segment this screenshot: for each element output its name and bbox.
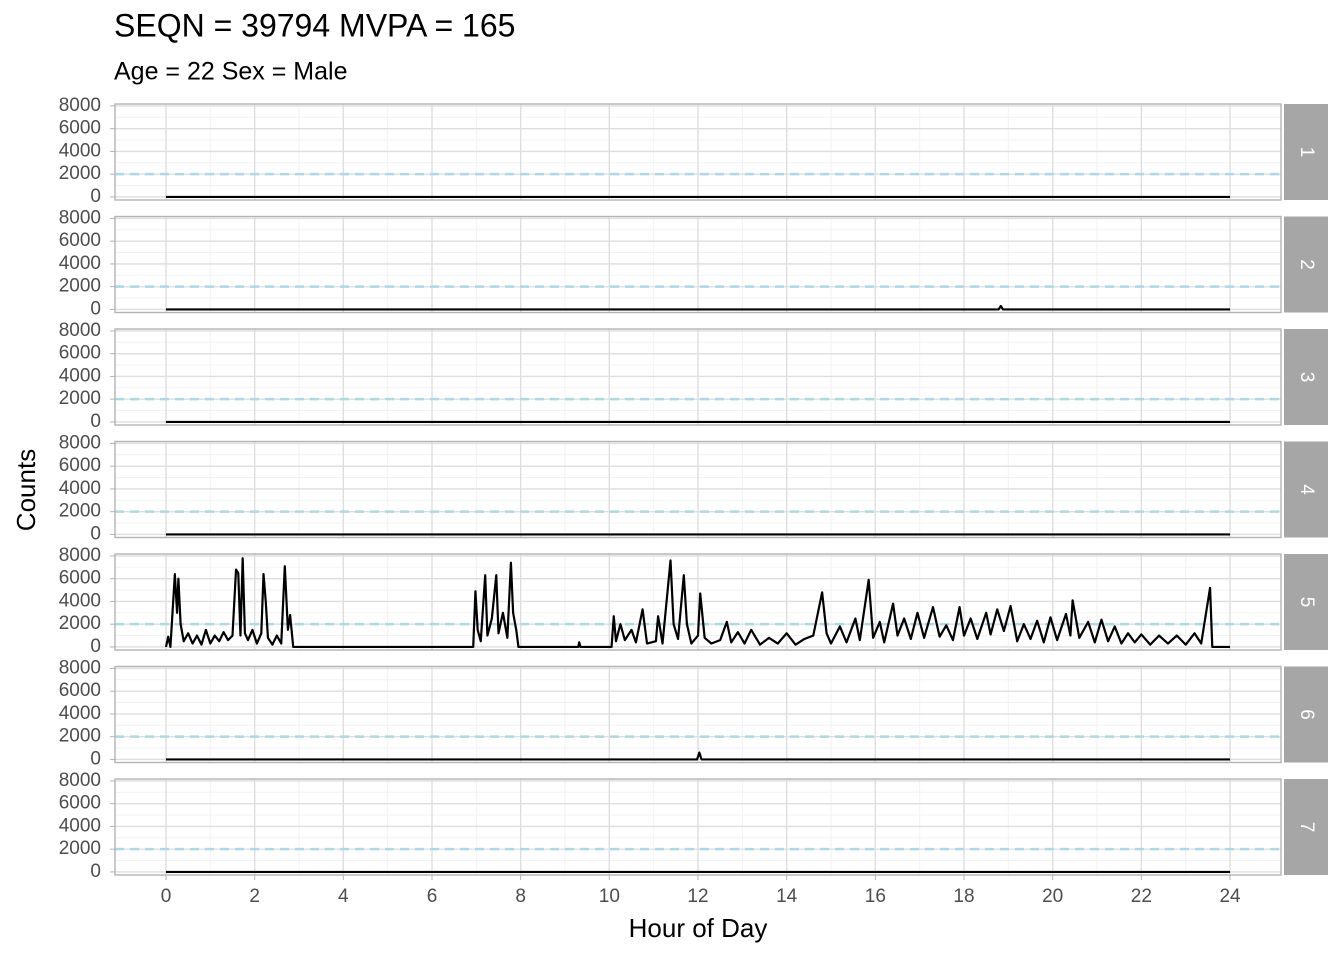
facet-strip bbox=[1284, 104, 1328, 200]
facet-strip bbox=[1284, 554, 1328, 650]
panel-border bbox=[114, 553, 1282, 651]
panel-border bbox=[114, 215, 1282, 314]
facet-label: 3 bbox=[1296, 372, 1317, 383]
x-tick-label: 14 bbox=[776, 886, 798, 907]
y-tick-label: 0 bbox=[90, 861, 101, 882]
y-tick-label: 6000 bbox=[59, 793, 101, 814]
y-tick-label: 0 bbox=[90, 748, 101, 769]
y-tick-label: 2000 bbox=[59, 726, 101, 747]
x-tick-label: 22 bbox=[1131, 886, 1152, 907]
x-tick-label: 0 bbox=[161, 886, 172, 907]
y-tick-label: 2000 bbox=[59, 163, 101, 184]
y-tick-label: 2000 bbox=[59, 613, 101, 634]
x-axis-label: Hour of Day bbox=[629, 913, 768, 943]
y-tick-label: 8000 bbox=[59, 95, 101, 116]
y-tick-label: 8000 bbox=[59, 207, 101, 228]
y-tick-label: 6000 bbox=[59, 118, 101, 139]
y-tick-label: 2000 bbox=[59, 388, 101, 409]
y-tick-label: 6000 bbox=[59, 680, 101, 701]
panel-border bbox=[114, 440, 1282, 539]
y-tick-label: 4000 bbox=[59, 815, 101, 836]
y-tick-label: 8000 bbox=[59, 545, 101, 566]
facet-label: 5 bbox=[1296, 597, 1317, 608]
panel-border bbox=[114, 328, 1282, 426]
facet-strip bbox=[1284, 666, 1328, 763]
x-tick-label: 24 bbox=[1219, 886, 1241, 907]
x-tick-label: 18 bbox=[953, 886, 974, 907]
facet-strip bbox=[1284, 779, 1328, 875]
x-tick-label: 10 bbox=[599, 886, 620, 907]
y-tick-label: 8000 bbox=[59, 657, 101, 678]
facet-strip bbox=[1284, 216, 1328, 313]
facet-label: 6 bbox=[1296, 709, 1317, 720]
chart-title: SEQN = 39794 MVPA = 165 bbox=[114, 7, 515, 43]
y-tick-label: 4000 bbox=[59, 140, 101, 161]
y-tick-label: 8000 bbox=[59, 770, 101, 791]
y-tick-label: 6000 bbox=[59, 455, 101, 476]
facet-label: 4 bbox=[1296, 484, 1317, 495]
y-axis-label: Counts bbox=[11, 449, 41, 531]
y-tick-label: 2000 bbox=[59, 501, 101, 522]
y-tick-label: 4000 bbox=[59, 590, 101, 611]
panel-border bbox=[114, 103, 1282, 201]
facet-strip bbox=[1284, 329, 1328, 425]
x-tick-label: 8 bbox=[515, 886, 526, 907]
y-tick-label: 4000 bbox=[59, 478, 101, 499]
y-tick-label: 4000 bbox=[59, 365, 101, 386]
x-tick-label: 16 bbox=[865, 886, 886, 907]
facet-strip bbox=[1284, 441, 1328, 538]
data-line bbox=[164, 557, 1231, 649]
y-tick-label: 0 bbox=[90, 298, 101, 319]
y-tick-label: 4000 bbox=[59, 253, 101, 274]
x-tick-label: 4 bbox=[338, 886, 349, 907]
y-tick-label: 8000 bbox=[59, 320, 101, 341]
panel-border bbox=[114, 665, 1282, 764]
data-line bbox=[165, 304, 1231, 311]
y-tick-label: 2000 bbox=[59, 276, 101, 297]
x-tick-label: 20 bbox=[1042, 886, 1063, 907]
y-tick-label: 0 bbox=[90, 636, 101, 657]
y-tick-label: 0 bbox=[90, 523, 101, 544]
y-tick-label: 4000 bbox=[59, 703, 101, 724]
y-tick-label: 0 bbox=[90, 186, 101, 207]
x-tick-label: 6 bbox=[427, 886, 438, 907]
x-tick-label: 2 bbox=[249, 886, 260, 907]
y-tick-label: 6000 bbox=[59, 343, 101, 364]
chart-subtitle: Age = 22 Sex = Male bbox=[114, 58, 347, 86]
y-tick-label: 6000 bbox=[59, 230, 101, 251]
data-line bbox=[165, 751, 1231, 761]
facet-label: 7 bbox=[1296, 822, 1317, 833]
y-tick-label: 0 bbox=[90, 411, 101, 432]
x-tick-label: 12 bbox=[687, 886, 708, 907]
y-tick-label: 8000 bbox=[59, 432, 101, 453]
y-tick-label: 2000 bbox=[59, 838, 101, 859]
y-tick-label: 6000 bbox=[59, 568, 101, 589]
facet-label: 1 bbox=[1296, 147, 1317, 158]
facet-label: 2 bbox=[1296, 259, 1317, 270]
